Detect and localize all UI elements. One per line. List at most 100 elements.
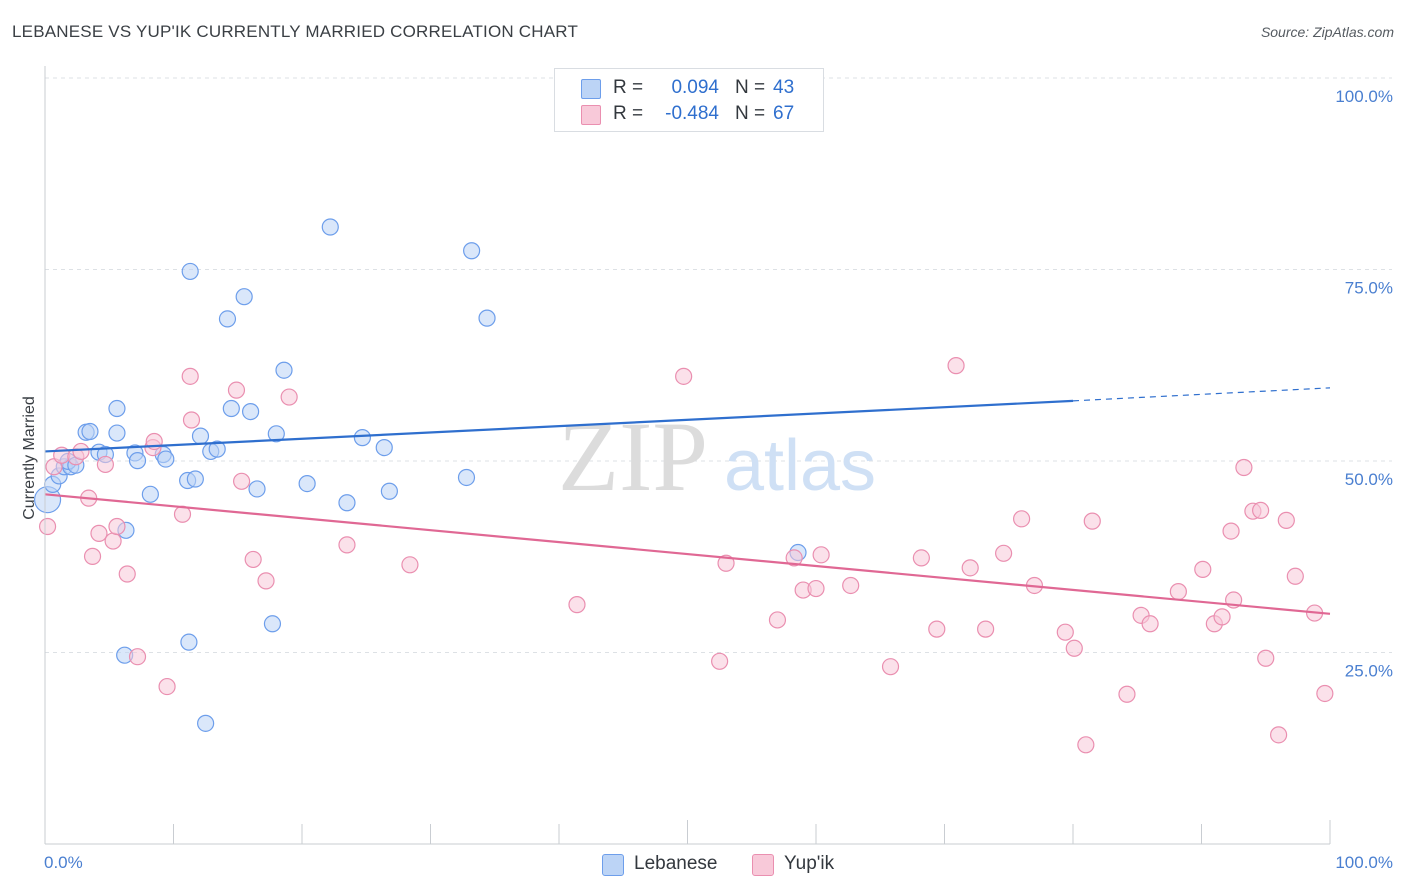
- yupik-point: [104, 532, 122, 550]
- lebanese-point: [218, 310, 237, 328]
- yupik-point: [912, 549, 930, 567]
- legend-row-lebanese: R = 0.094 N = 43: [555, 75, 823, 101]
- yupik-point: [947, 357, 965, 375]
- y-tick-label: 75.0%: [1345, 279, 1393, 298]
- lebanese-point: [380, 482, 398, 500]
- yupik-point: [812, 546, 830, 564]
- y-axis-label: Currently Married: [21, 396, 38, 520]
- lebanese-point: [191, 427, 210, 445]
- y-tick-label: 100.0%: [1335, 87, 1393, 106]
- lebanese-point: [157, 450, 175, 468]
- legend-n-value: 67: [773, 103, 795, 124]
- x-tick-label: 0.0%: [44, 853, 83, 872]
- lebanese-point: [298, 474, 316, 493]
- lebanese-trend-line: [44, 399, 1074, 453]
- yupik-point: [1277, 511, 1295, 529]
- lebanese-point: [457, 468, 476, 487]
- yupik-point: [1222, 522, 1240, 540]
- lebanese-trend-extension: [1072, 387, 1331, 402]
- yupik-point: [977, 620, 995, 638]
- yupik-point: [768, 611, 787, 629]
- yupik-point: [1286, 567, 1304, 585]
- yupik-point: [881, 658, 900, 676]
- lebanese-point: [353, 429, 371, 447]
- yupik-point: [1213, 608, 1231, 626]
- yupik-point: [1065, 639, 1083, 657]
- chart-source: Source: ZipAtlas.com: [1260, 24, 1394, 40]
- series-legend: Lebanese Yup'ik: [0, 852, 1406, 878]
- lebanese-point: [275, 361, 293, 379]
- yupik-point: [961, 559, 979, 577]
- lebanese-point: [248, 480, 266, 498]
- legend-r-value: -0.484: [665, 103, 719, 124]
- yupik-point: [280, 388, 298, 406]
- yupik-point: [108, 517, 126, 536]
- lebanese-point: [81, 422, 99, 441]
- y-tick-label: 50.0%: [1345, 470, 1393, 489]
- legend-r-label: R =: [613, 77, 644, 98]
- lebanese-point: [181, 262, 199, 281]
- yupik-point: [1235, 458, 1253, 477]
- yupik-point: [1118, 685, 1136, 703]
- yupik-point: [675, 367, 693, 385]
- yupik-point: [38, 517, 57, 536]
- yupik-point: [1083, 512, 1101, 530]
- legend-n-label: N =: [735, 77, 766, 98]
- lebanese-point: [141, 485, 159, 503]
- legend-label-lebanese: Lebanese: [634, 853, 718, 874]
- legend-r-value: 0.094: [671, 77, 719, 98]
- yupik-point: [1194, 560, 1212, 578]
- yupik-point: [785, 549, 803, 567]
- yupik-swatch: [581, 105, 601, 125]
- yupik-point: [118, 565, 136, 583]
- correlation-legend: R = 0.094 N = 43 R = -0.484 N = 67: [554, 68, 824, 132]
- yupik-point: [83, 547, 102, 565]
- lebanese-point: [108, 424, 126, 442]
- yupik-point: [568, 596, 586, 614]
- yupik-point: [227, 381, 246, 399]
- yupik-point: [711, 652, 729, 670]
- axes: 0.0% 100.0%: [44, 66, 1393, 872]
- watermark-zip: ZIP: [558, 401, 708, 512]
- yupik-point: [181, 367, 199, 385]
- lebanese-point: [208, 440, 226, 458]
- legend-r-label: R =: [613, 103, 644, 124]
- yupik-point: [1141, 615, 1159, 633]
- lebanese-point: [478, 309, 496, 327]
- lebanese-swatch: [602, 854, 624, 876]
- yupik-point: [1252, 501, 1270, 520]
- legend-n-value: 43: [773, 77, 795, 98]
- yupik-point: [842, 576, 860, 595]
- yupik-point: [257, 572, 275, 590]
- yupik-swatch: [752, 854, 774, 876]
- yupik-point: [1257, 649, 1275, 667]
- yupik-point: [128, 648, 147, 666]
- yupik-point: [338, 536, 356, 554]
- lebanese-point: [180, 633, 198, 651]
- yupik-point: [928, 620, 946, 638]
- lebanese-point: [242, 402, 260, 421]
- yupik-point: [72, 442, 90, 461]
- lebanese-point: [338, 494, 356, 512]
- yupik-point: [1012, 510, 1031, 528]
- yupik-point: [244, 550, 262, 569]
- yupik-point: [1269, 726, 1288, 744]
- yupik-trend-line: [44, 493, 1331, 615]
- yupik-point: [96, 455, 114, 474]
- legend-row-yupik: R = -0.484 N = 67: [555, 101, 823, 127]
- yupik-point: [1077, 736, 1095, 754]
- lebanese-point: [222, 399, 240, 418]
- chart-title: LEBANESE VS YUP'IK CURRENTLY MARRIED COR…: [12, 22, 579, 41]
- legend-label-yupik: Yup'ik: [784, 853, 835, 874]
- lebanese-point: [463, 242, 481, 260]
- trend-lines: [44, 387, 1331, 615]
- yupik-point: [995, 544, 1013, 562]
- yupik-point: [90, 524, 108, 542]
- y-tick-label: 25.0%: [1345, 662, 1393, 681]
- yupik-point: [1056, 623, 1074, 641]
- yupik-point: [401, 556, 419, 574]
- lebanese-point: [263, 615, 282, 633]
- lebanese-point: [375, 438, 393, 457]
- watermark-atlas: atlas: [724, 426, 876, 506]
